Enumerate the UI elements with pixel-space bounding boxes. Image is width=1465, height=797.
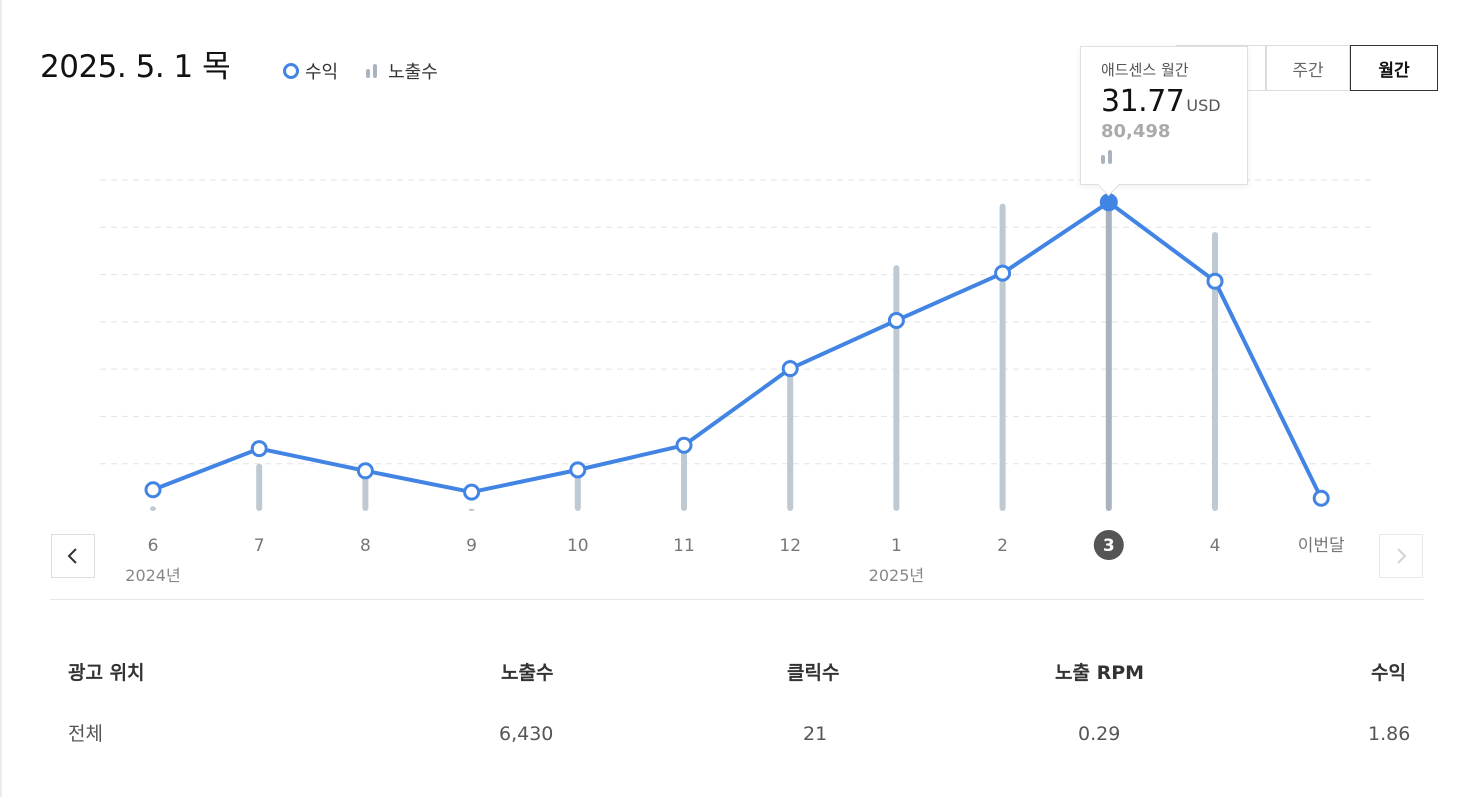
chevron-left-icon [67, 548, 77, 564]
legend-impressions-label: 노출수 [388, 62, 438, 83]
impression-bar [999, 203, 1006, 511]
impression-bar [256, 463, 263, 511]
period-tab-weekly[interactable]: 주간 [1266, 45, 1350, 91]
impression-bar [150, 506, 156, 511]
x-tick-label: 9 [466, 536, 477, 556]
x-tick-label: 4 [1210, 536, 1221, 556]
divider [50, 599, 1424, 600]
x-tick-label: 이번달 [1298, 536, 1345, 556]
x-tick-label: 3 [1103, 536, 1115, 556]
next-button[interactable] [1379, 534, 1423, 578]
table-header-ad-position: 광고 위치 [68, 662, 145, 684]
impression-bar [468, 508, 475, 511]
x-tick-label: 12 [779, 536, 801, 556]
tooltip-revenue-value: 31.77 [1101, 84, 1185, 119]
table-cell-revenue: 1.86 [1368, 723, 1411, 745]
legend-item-impressions: 노출수 [366, 58, 438, 84]
tooltip-unit: USD [1186, 96, 1221, 115]
x-tick-label: 2 [997, 536, 1008, 556]
revenue-point [569, 461, 587, 479]
period-tab-monthly[interactable]: 월간 [1350, 45, 1438, 91]
table-cell-rpm: 0.29 [1078, 723, 1121, 745]
table-cell-position: 전체 [68, 723, 103, 745]
legend-revenue-label: 수익 [305, 62, 339, 83]
impression-bar [787, 359, 794, 511]
revenue-point [994, 264, 1012, 282]
year-label: 2025년 [869, 566, 924, 585]
revenue-point [144, 481, 162, 499]
x-tick-label: 8 [360, 536, 371, 556]
bar-series-icon [366, 64, 380, 78]
impression-bar [893, 265, 900, 511]
revenue-point [1206, 272, 1224, 290]
legend-item-revenue: 수익 [283, 58, 338, 84]
revenue-point [887, 311, 905, 329]
tooltip-impressions-value: 80,498 [1101, 121, 1171, 142]
revenue-point [250, 440, 268, 458]
table-cell-clicks: 21 [803, 723, 828, 745]
x-tick-label: 10 [567, 536, 589, 556]
x-tick-label: 7 [254, 536, 265, 556]
impression-bar [574, 468, 581, 511]
chart-tooltip: 애드센스 월간 31.77 USD 80,498 [1080, 46, 1248, 185]
selected-month-badge [1093, 530, 1124, 560]
year-label: 2024년 [125, 566, 180, 585]
revenue-point [781, 360, 799, 378]
chevron-right-icon [1397, 548, 1407, 564]
line-series-icon [283, 63, 299, 79]
impression-bar [681, 440, 687, 511]
table-header-revenue: 수익 [1371, 662, 1406, 684]
x-tick-label: 1 [891, 536, 902, 556]
revenue-point [675, 436, 693, 454]
impression-bar [1212, 232, 1218, 511]
x-tick-label: 11 [673, 536, 695, 556]
left-border [0, 0, 2, 797]
table-header-impressions: 노출수 [501, 662, 554, 684]
impression-bar [362, 473, 369, 511]
previous-button[interactable] [51, 534, 95, 578]
revenue-point [356, 462, 374, 480]
chart-legend: 수익 노출수 [283, 58, 466, 84]
revenue-point-selected [1099, 193, 1118, 212]
x-tick-label: 6 [148, 536, 159, 556]
revenue-point [463, 483, 481, 501]
impression-bar [1105, 170, 1112, 512]
page-title: 2025. 5. 1 목 [40, 49, 231, 85]
bar-chart-icon [1101, 148, 1227, 164]
tooltip-title: 애드센스 월간 [1101, 61, 1189, 79]
revenue-line [151, 200, 1324, 501]
revenue-point [1312, 489, 1330, 507]
table-header-rpm: 노출 RPM [1055, 662, 1145, 684]
table-header-clicks: 클릭수 [787, 662, 840, 684]
table-cell-impressions: 6,430 [499, 723, 554, 745]
